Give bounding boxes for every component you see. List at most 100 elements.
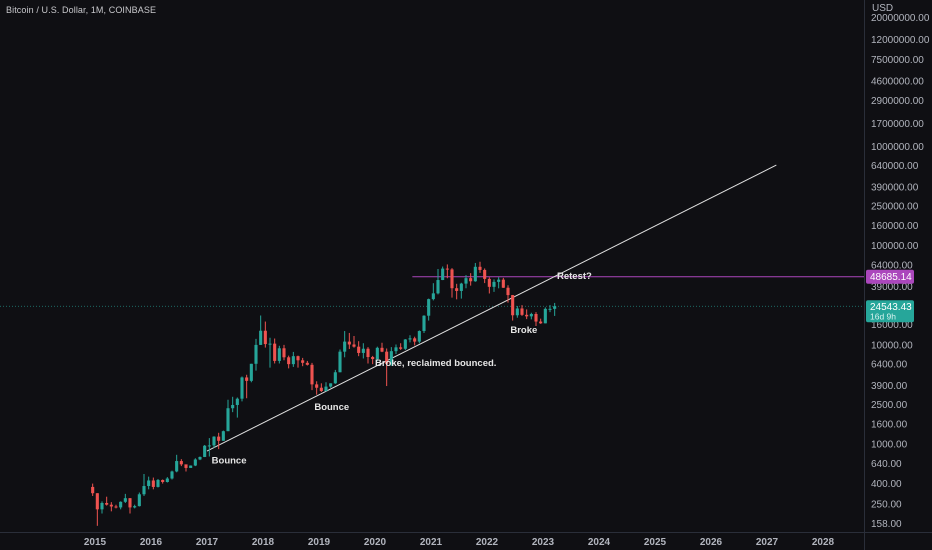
candle [450,268,454,298]
price-tick-label: 7500000.00 [871,55,924,66]
candle [235,397,239,418]
chart-annotation[interactable]: Bounce [212,455,247,466]
candle [263,321,267,348]
price-tick-label: 64000.00 [871,260,913,271]
candle-body [147,480,151,487]
candle [343,331,347,358]
price-tick-label: 250.00 [871,499,902,510]
candle [245,374,249,399]
candle-body [403,339,407,349]
candle-body [301,360,305,363]
candle-body [389,351,393,364]
candle-body [137,494,141,507]
candle-body [203,445,207,457]
candle-body [525,314,529,317]
candle [366,347,370,364]
candle [147,476,151,490]
candle-body [324,386,328,392]
candle-body [333,372,337,384]
candle-body [450,269,454,289]
candle-body [417,331,421,342]
candle-body [268,343,272,345]
candle-body [212,436,216,446]
candle [333,369,337,384]
candle-body [254,344,258,364]
candle [324,382,328,392]
price-tick-label: 1700000.00 [871,119,924,130]
candle [240,376,244,402]
candle [492,279,496,292]
candle-body [473,266,477,282]
price-tick-label: 640000.00 [871,161,919,172]
candle-body [165,478,169,482]
candle-body [245,377,249,381]
candle [431,283,435,301]
time-axis[interactable]: 2015 2016 2017 2018 2019 2020 2021 2022 2023 2024… [84,537,835,548]
candle-body [291,356,295,365]
candle-body [151,480,155,487]
candle-body [436,280,440,294]
candle-body [455,288,459,291]
candle-body [95,493,99,510]
time-tick-label: 2028 [812,537,835,548]
candle [464,275,468,289]
candle-body [263,330,267,345]
candle [305,360,309,366]
currency-label: USD [872,3,893,14]
candles [91,261,557,526]
candle-body [319,387,323,392]
time-tick-label: 2025 [644,537,667,548]
candle-body [464,278,468,284]
candle-body [492,281,496,287]
candle-body [338,351,342,373]
candle [128,498,132,514]
candle [422,315,426,333]
candle-body [123,498,127,502]
candle-body [347,341,351,345]
candle-body [193,459,197,466]
candle-body [394,347,398,352]
candle-body [427,299,431,316]
candle [413,336,417,346]
chart-annotation[interactable]: Retest? [557,271,592,282]
price-tick-label: 39000.00 [871,282,913,293]
candle [268,337,272,368]
price-tick-label: 158.00 [871,519,902,530]
candle [380,342,384,353]
candle-body [161,479,165,482]
candle-body [511,295,515,316]
price-axis[interactable]: 20000000.00 12000000.00 7500000.00 4600000.… [871,13,930,530]
trendline[interactable] [206,164,777,452]
candle-body [226,408,230,432]
candle [445,264,449,279]
candle-body [501,279,505,288]
candle-body [184,464,188,468]
time-tick-label: 2016 [140,537,163,548]
chart-annotation[interactable]: Broke [510,325,537,336]
candle-body [277,348,281,361]
price-tick-label: 250000.00 [871,202,919,213]
candle-body [361,348,365,353]
price-tick-label: 160000.00 [871,221,919,232]
candle [287,355,291,369]
time-tick-label: 2022 [476,537,499,548]
candle [212,436,216,448]
chart-annotation[interactable]: Broke, reclaimed bounced. [375,358,496,369]
candle-body [487,278,491,287]
candle [273,338,277,364]
candle [175,454,179,473]
current-price-tag [866,300,914,323]
candle [179,459,183,467]
resistance-price-value: 48685.14 [870,272,912,283]
candle-body [413,338,417,342]
candle [371,355,375,365]
candle-body [483,269,487,279]
candle-body [543,308,547,324]
candle-body [375,347,379,360]
chart-annotation[interactable]: Bounce [314,402,349,413]
candle [277,345,281,364]
candle [259,315,263,345]
candle [161,479,165,484]
